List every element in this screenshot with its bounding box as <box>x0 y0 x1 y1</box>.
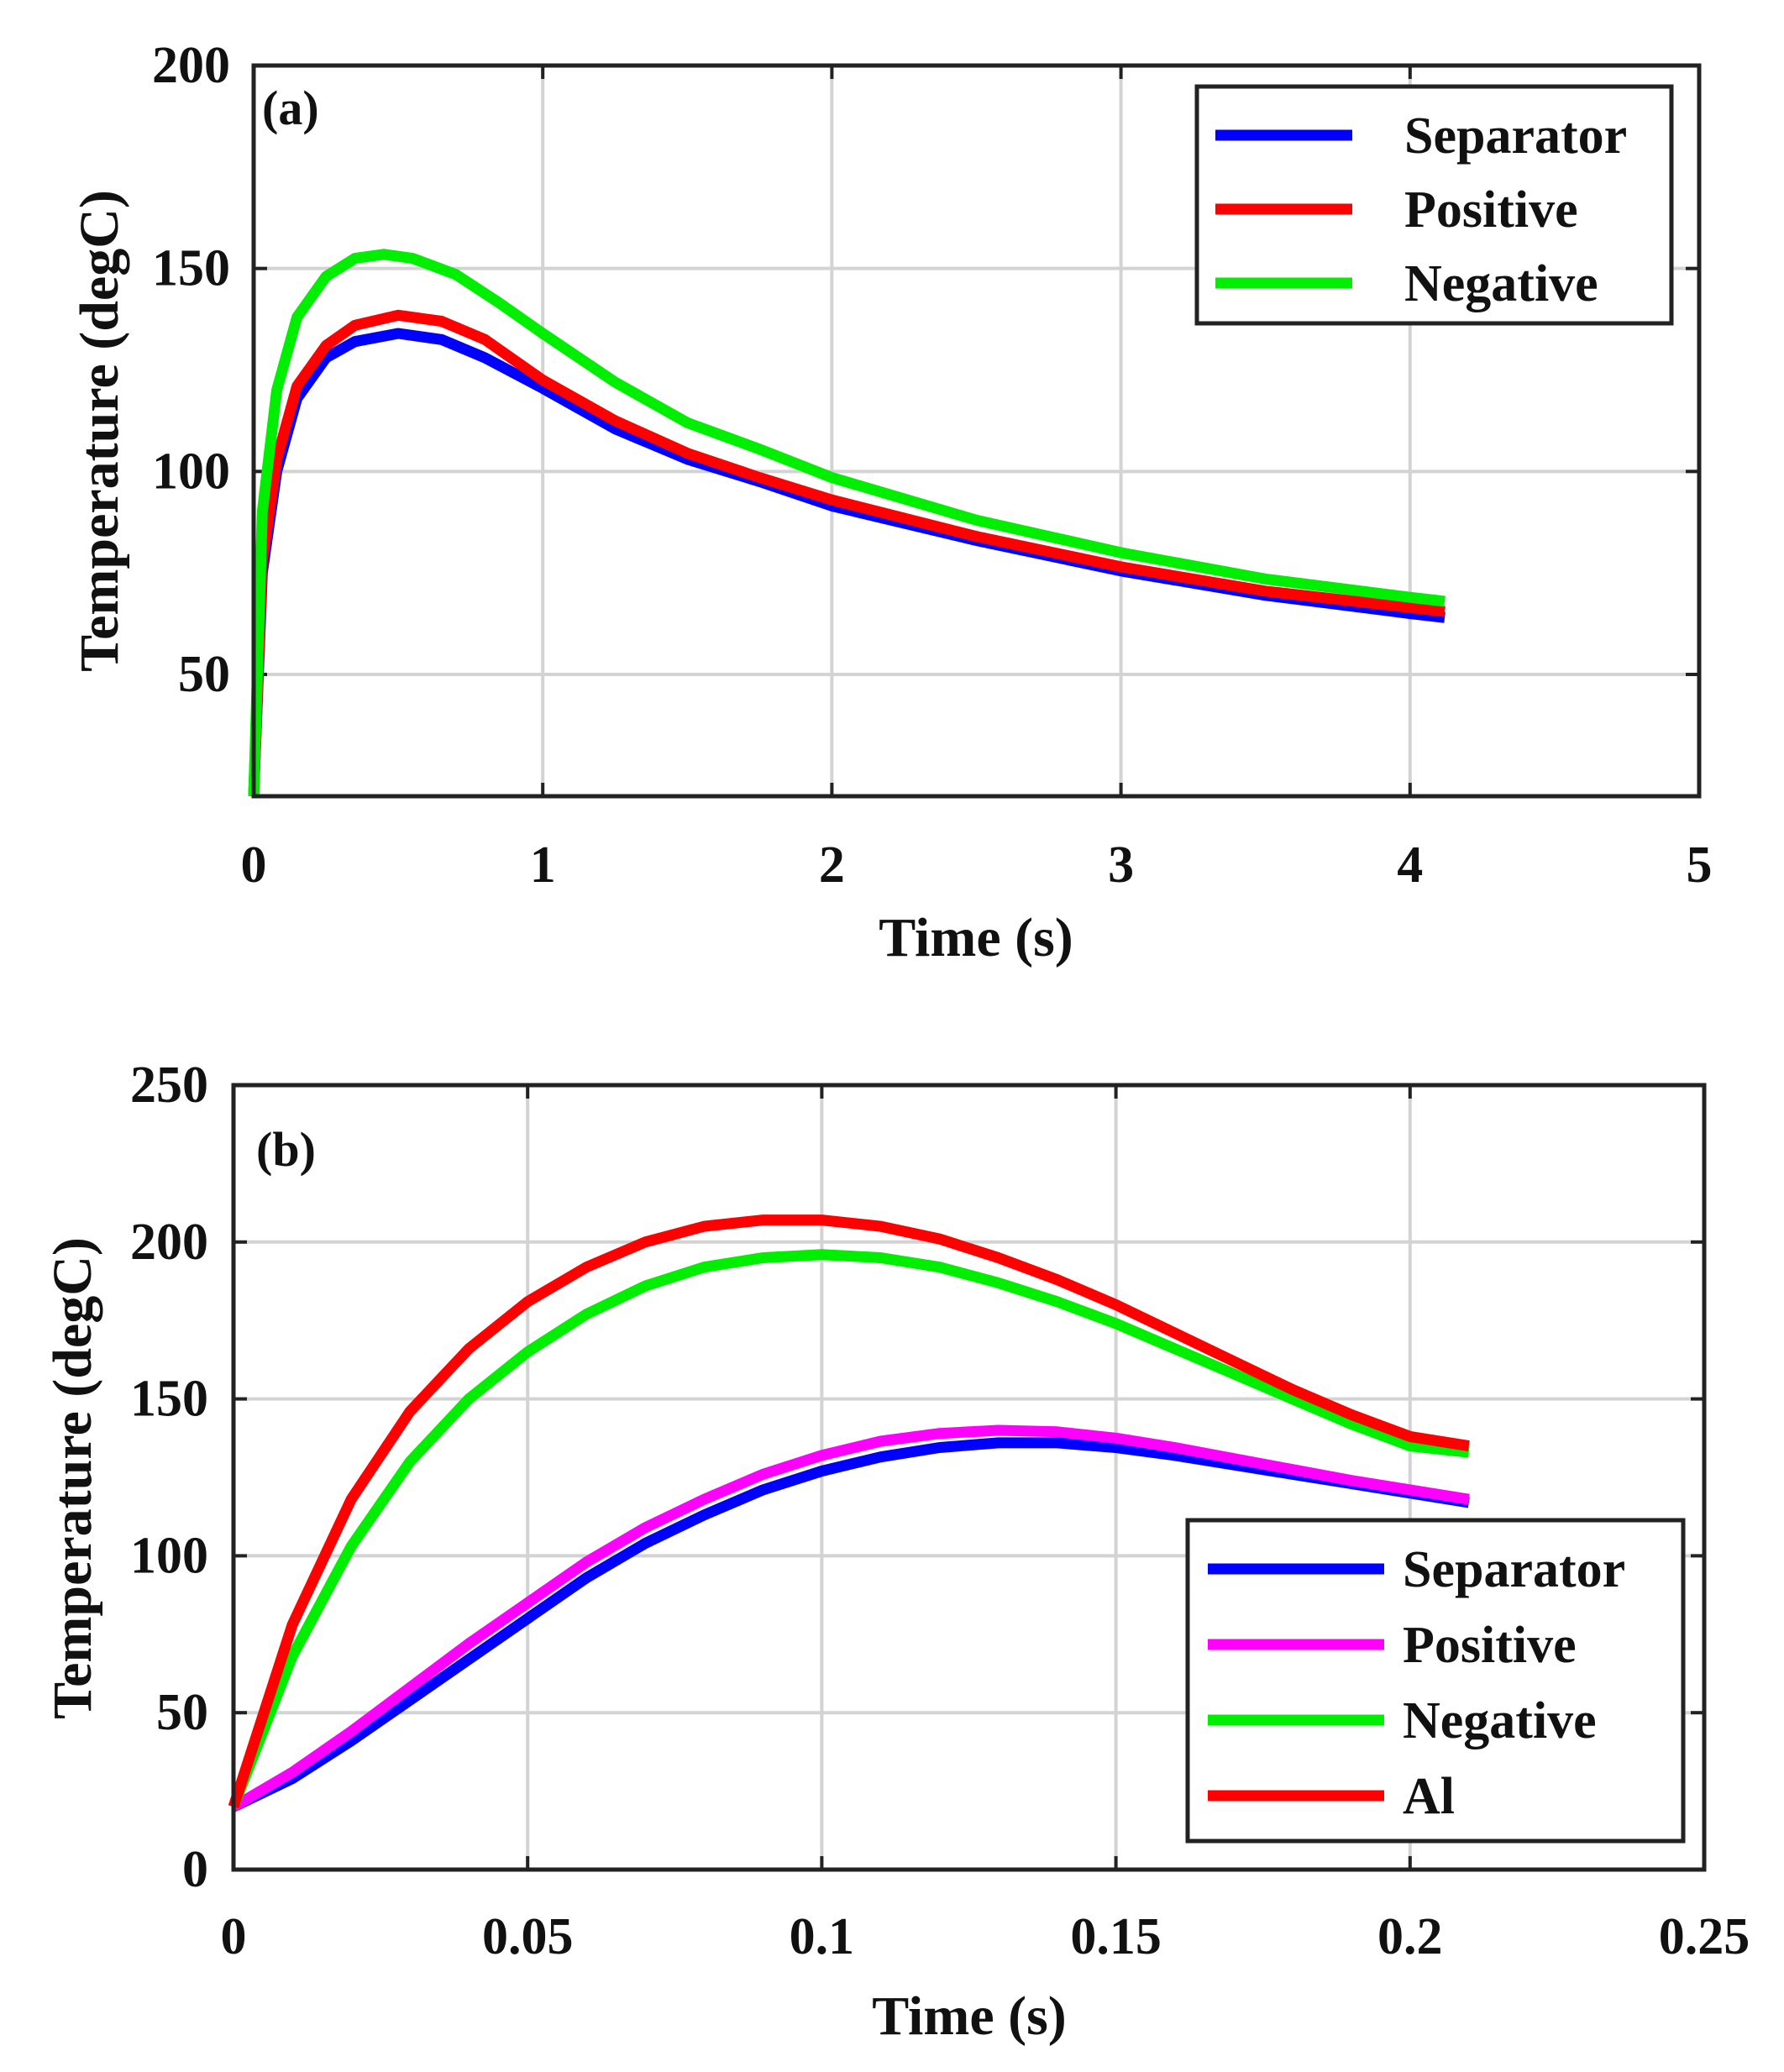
y-tick-label: 200 <box>130 1214 208 1271</box>
x-tick-label: 0.15 <box>1070 1908 1162 1965</box>
legend-label-separator: Separator <box>1404 108 1627 165</box>
series-line-al <box>228 1214 1470 1809</box>
legend-label-negative: Negative <box>1404 255 1598 312</box>
legend-label-positive: Positive <box>1403 1617 1577 1674</box>
x-tick-label: 0.25 <box>1659 1908 1750 1965</box>
x-tick-label: 4 <box>1397 837 1423 894</box>
panel-label: (b) <box>256 1122 316 1177</box>
series-line-negative <box>248 249 1446 797</box>
plot-frame <box>231 1083 1707 1872</box>
legend-label-negative: Negative <box>1403 1692 1597 1749</box>
x-tick-label: 0.05 <box>482 1908 574 1965</box>
legend: Separator Positive Negative Al <box>1185 1518 1686 1844</box>
panel-label: (a) <box>262 81 319 135</box>
y-tick-label: 200 <box>152 37 230 94</box>
x-tick-label: 5 <box>1687 837 1713 894</box>
y-tick-label: 50 <box>178 646 230 703</box>
y-tick-label: 100 <box>130 1527 208 1584</box>
x-axis-label: Time (s) <box>872 1985 1067 2047</box>
y-tick-label: 250 <box>130 1057 208 1114</box>
y-tick-label: 150 <box>152 240 230 297</box>
x-tick-label: 3 <box>1108 837 1134 894</box>
y-axis-label: Temperature (degC) <box>42 1237 103 1719</box>
series-line-separator <box>248 328 1446 797</box>
x-axis-label: Time (s) <box>879 907 1073 968</box>
legend: Separator Positive Negative <box>1194 84 1674 326</box>
legend-label-separator: Separator <box>1403 1541 1625 1598</box>
chart-panel-b: 0 0.05 0.1 0.15 0.2 0.25 0 50 100 150 200 250 Time (… <box>42 1057 1750 2047</box>
y-tick-label: 50 <box>156 1684 208 1741</box>
legend-label-positive: Positive <box>1404 181 1578 239</box>
x-tick-label: 0 <box>221 1908 247 1965</box>
x-tick-label: 2 <box>819 837 845 894</box>
x-tick-label: 0.1 <box>790 1908 855 1965</box>
series-line-positive <box>230 1424 1470 1812</box>
y-tick-label: 100 <box>152 443 230 500</box>
series-line-negative <box>228 1249 1470 1809</box>
x-tick-label: 0 <box>241 837 267 894</box>
y-tick-label: 0 <box>182 1841 208 1898</box>
plot-frame <box>251 63 1702 799</box>
chart-panel-a: 0 1 2 3 4 5 50 100 150 200 Time (s) Temperature (de… <box>69 37 1713 968</box>
x-tick-label: 0.2 <box>1377 1908 1443 1965</box>
y-axis-label: Temperature (degC) <box>69 190 130 672</box>
legend-label-al: Al <box>1403 1768 1455 1825</box>
y-tick-label: 150 <box>130 1371 208 1428</box>
x-tick-label: 1 <box>530 837 556 894</box>
series-line-positive <box>248 309 1446 797</box>
